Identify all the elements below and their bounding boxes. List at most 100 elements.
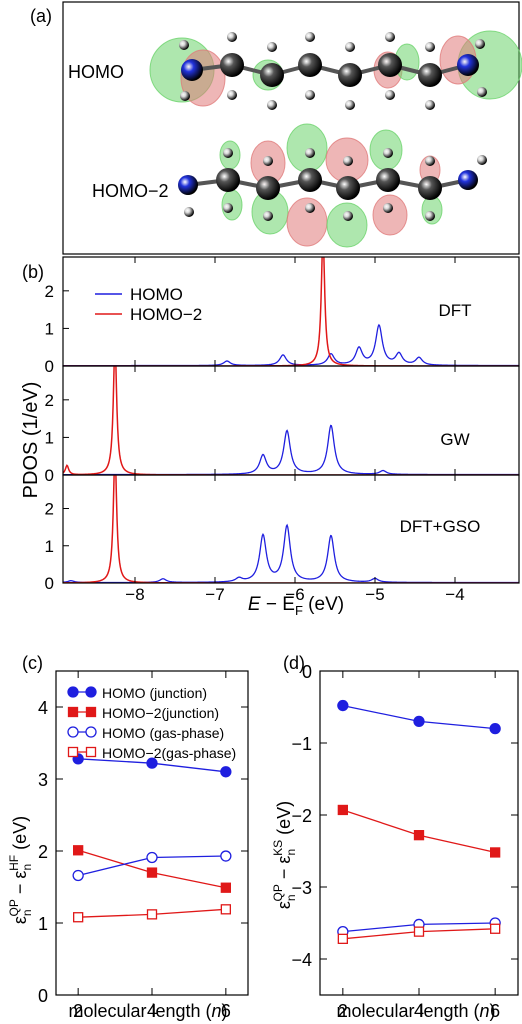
data-point [413,926,425,937]
legend-label: HOMO−2(junction) [102,705,219,721]
carbon-atom [418,63,442,87]
subplot-frame [62,365,520,476]
panel-d-ylabel: εnQP − εnKS (eV) [271,801,298,909]
y-tick-label: 1 [38,914,48,934]
y-tick-label: 0 [45,574,54,593]
panel-b-tag: (b) [22,262,44,282]
panel-b-ylabel: PDOS (1/eV) [20,382,42,499]
legend-homo2-label: HOMO−2 [130,305,202,324]
data-point [85,686,97,698]
hydrogen-atom [385,90,395,100]
x-tick-label: −5 [365,585,384,604]
hydrogen-atom [425,211,435,221]
y-tick-label: −3 [291,878,312,898]
hydrogen-atom [425,42,435,52]
panel-a-tag: (a) [30,6,52,26]
panel-a-label-homo: HOMO [68,62,124,82]
nitrogen-atom [178,175,198,195]
data-point [67,726,79,738]
y-tick-label: −2 [291,806,312,826]
panel-b-plot: 0 1 2 DFT 0 1 2 GW 0 1 2 DFT+GSO −8 −7 −6 −5 −4 HOMOHOMO−… [45,256,520,604]
data-point [337,933,348,944]
data-point [413,715,425,728]
legend-label: HOMO (gas-phase) [102,725,224,741]
carbon-atom [216,168,240,192]
hydrogen-atom [305,32,315,42]
y-tick-label: 0 [38,986,48,1006]
subplot-label: DFT [438,301,471,320]
hydrogen-atom [227,90,237,100]
y-tick-label: 1 [45,537,54,556]
carbon-atom [220,53,244,77]
data-point [73,912,84,923]
carbon-atom [376,168,400,192]
x-tick-label: 2 [338,1001,348,1021]
panel-c-xlabel: molecular length (n) [68,1001,227,1021]
legend-label: HOMO−2(gas-phase) [102,745,236,761]
subplot-frame [62,474,520,584]
x-tick-label: 4 [414,1001,424,1021]
x-tick-label: −4 [445,585,464,604]
orbital-lobe [372,194,408,236]
panel-a-label-homo2: HOMO−2 [92,181,169,201]
subplot-label: GW [440,430,469,449]
subplot-label: DFT+GSO [400,517,481,536]
y-tick-label: 2 [38,842,48,862]
hydrogen-atom [383,148,393,158]
data-point [67,746,79,758]
hydrogen-atom [425,156,435,166]
x-tick-label: 2 [73,1001,83,1021]
data-point [85,706,97,718]
orbital-lobe [286,123,328,173]
legend-label: HOMO (junction) [102,685,207,701]
panel-c-plot: 0 1 2 3 4 2 4 6 HOMO (junction) HOMO−2(junction) H… [38,670,249,1021]
panel-d-tag: (d) [283,653,305,673]
data-point [67,706,79,718]
hydrogen-atom [267,42,277,52]
data-point [413,830,425,841]
hydrogen-atom [343,156,353,166]
y-tick-label: −4 [291,950,312,970]
hydrogen-atom [345,100,355,110]
hydrogen-atom [184,207,194,217]
panel-c-ylabel: εnQP − εnHF (eV) [7,816,34,924]
panel-d-plot: 0 −1 −2 −3 −4 2 4 6 [291,662,519,1021]
data-point [85,746,97,758]
y-tick-label: 0 [302,662,312,682]
hydrogen-atom [477,155,487,165]
data-point [146,757,158,769]
carbon-atom [260,63,284,87]
y-tick-label: 2 [45,391,54,410]
hydrogen-atom [383,203,393,213]
molecule-illustrations [149,30,522,248]
panel-d-xlabel: molecular length (n) [336,1001,495,1021]
data-point [337,804,348,816]
panel-b-xlabel: E − EF (eV) [248,594,344,618]
carbon-atom [338,63,362,87]
data-point [72,869,84,882]
carbon-atom [298,53,322,77]
data-point [489,722,501,735]
carbon-atom [418,176,442,200]
hydrogen-atom [227,32,237,42]
nitrogen-atom [457,54,479,76]
data-point [490,847,501,858]
hydrogen-atom [475,39,485,49]
data-point [73,845,84,856]
nitrogen-atom [181,59,203,81]
data-point [220,850,232,862]
nitrogen-atom [458,170,478,190]
data-point [220,904,231,915]
x-tick-label: −8 [125,585,144,604]
hydrogen-atom [345,42,355,52]
y-tick-label: 2 [45,500,54,519]
hydrogen-atom [305,90,315,100]
carbon-atom [298,168,322,192]
data-point [67,686,79,698]
hydrogen-atom [180,91,190,101]
hydrogen-atom [477,87,487,97]
panel-c-tag: (c) [22,653,43,673]
y-tick-label: 0 [45,466,54,485]
x-tick-label: 6 [490,1001,500,1021]
